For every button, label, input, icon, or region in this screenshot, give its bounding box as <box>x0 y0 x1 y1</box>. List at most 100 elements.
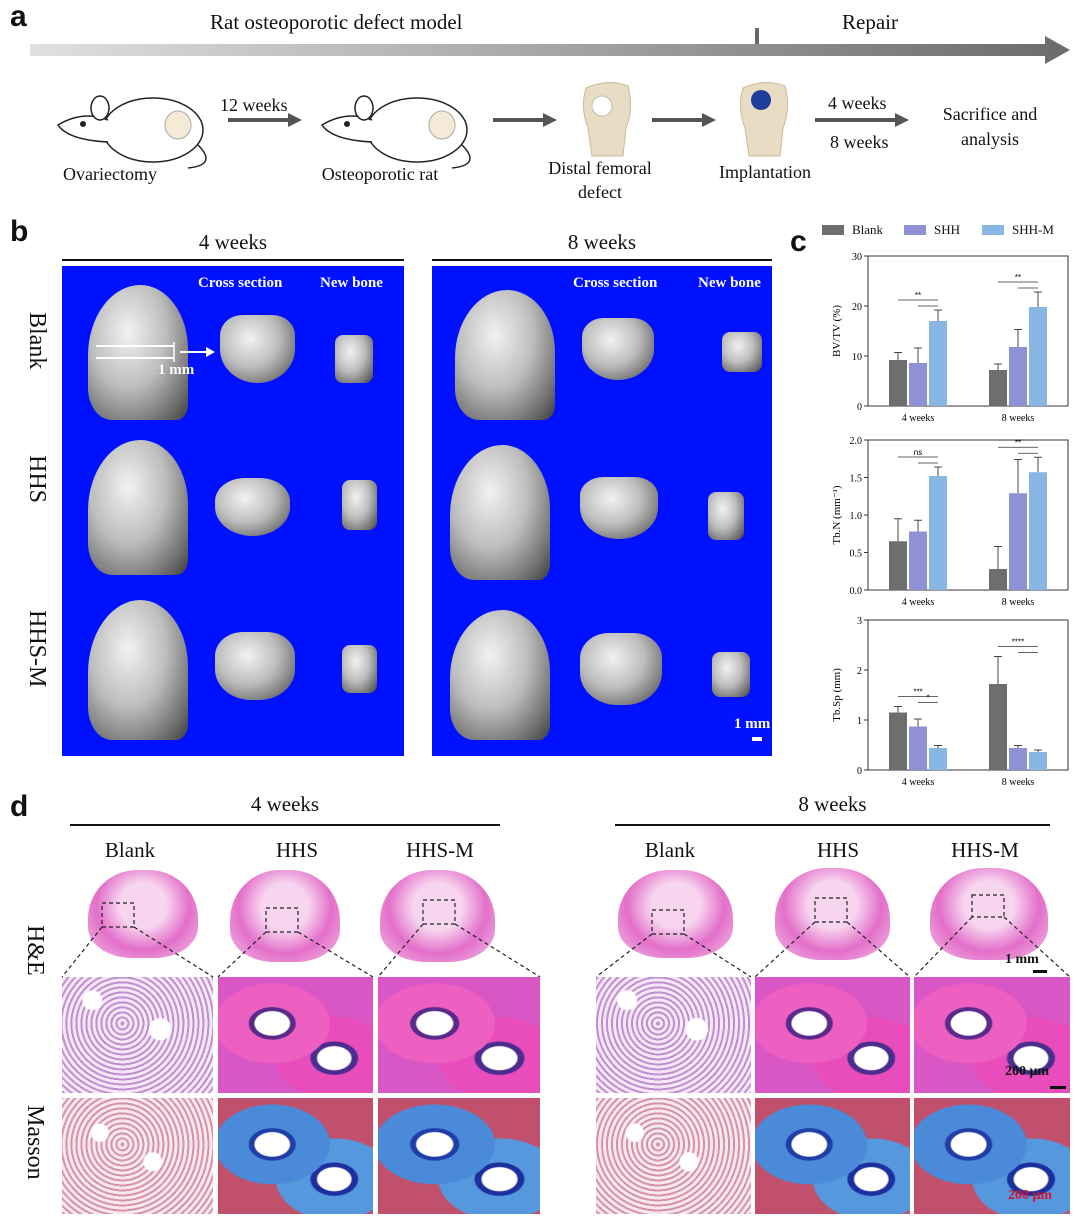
significance-label: **** <box>1012 638 1024 647</box>
scale-he-label: 200 μm <box>1005 1064 1050 1079</box>
marker-1mm-label: 1 mm <box>158 362 195 378</box>
col-header-hhs-m: HHS-M <box>406 838 474 862</box>
bar <box>1009 493 1027 590</box>
y-tick-label: 0.5 <box>850 549 863 560</box>
masson-image-blank-4w <box>62 1098 213 1214</box>
arrow-12-weeks-label: 12 weeks <box>220 95 288 115</box>
bar <box>1009 347 1027 406</box>
femur-3d-image <box>455 290 555 420</box>
step-distal-femoral-defect: Distal femoral defect <box>548 158 652 202</box>
he-image-blank-4w <box>62 977 213 1093</box>
legend-swatch-shh <box>904 225 926 235</box>
plot-frame <box>867 619 1069 771</box>
significance-label: ** <box>915 291 921 300</box>
legend-swatch-shh-m <box>982 225 1004 235</box>
y-tick-label: 2.0 <box>850 436 863 447</box>
scale-bar <box>1050 1086 1066 1089</box>
col-header-hhs: HHS <box>816 838 859 862</box>
y-axis-label: BV/TV (%) <box>831 305 843 357</box>
masson-image-hhs-m-8w <box>914 1098 1070 1214</box>
significance-label: ns <box>914 448 922 457</box>
panel-label-d: d <box>10 790 29 823</box>
bar <box>1009 748 1027 770</box>
new-bone-image <box>335 335 373 383</box>
bar <box>929 321 947 406</box>
y-tick-label: 2 <box>857 666 862 677</box>
scale-bar-label: 1 mm <box>734 716 771 732</box>
cross-section-image <box>580 633 662 705</box>
timeline-left-label: Rat osteoporotic defect model <box>210 10 463 34</box>
y-tick-label: 30 <box>852 252 862 263</box>
arrow-icon <box>493 113 557 127</box>
masson-image-hhs-8w <box>755 1098 910 1214</box>
panel-label-c: c <box>790 225 807 258</box>
new-bone-image <box>708 492 744 540</box>
new-bone-image <box>342 645 377 693</box>
section-marker <box>96 342 215 362</box>
masson-image-blank-8w <box>596 1098 751 1214</box>
col-header-cross-section: Cross section <box>573 275 658 291</box>
y-axis-label: Tb.Sp (mm) <box>831 668 843 722</box>
x-tick-label: 8 weeks <box>1002 597 1035 608</box>
col-header-new-bone: New bone <box>320 275 383 291</box>
bar <box>989 370 1007 406</box>
panel-label-b: b <box>10 215 29 248</box>
divider <box>615 824 1050 826</box>
femur-3d-image <box>88 440 188 575</box>
scale-bar <box>1033 970 1047 973</box>
y-tick-label: 3 <box>857 616 862 627</box>
he-image-hhs-8w <box>755 977 910 1093</box>
bar <box>929 476 947 590</box>
femur-implant-icon <box>739 82 789 157</box>
col-header-hhs: HHS <box>275 838 318 862</box>
he-section-thumbnail <box>618 870 733 958</box>
significance-label: ** <box>1015 273 1021 282</box>
he-section-thumbnail <box>380 870 495 962</box>
arrow-4-weeks-label: 4 weeks <box>828 93 887 113</box>
timeline-arrow <box>30 28 1070 64</box>
divider <box>432 259 772 261</box>
col-header-blank: Blank <box>644 838 696 862</box>
step-osteoporotic-rat: Osteoporotic rat <box>321 164 439 184</box>
y-tick-label: 1.5 <box>850 474 863 485</box>
new-bone-image <box>342 480 377 530</box>
legend-label-shh: SHH <box>934 222 961 237</box>
significance-label: * <box>926 694 929 703</box>
he-section-thumbnail <box>88 870 198 958</box>
y-tick-label: 1 <box>857 716 862 727</box>
col-header-hhs-m: HHS-M <box>951 838 1019 862</box>
y-tick-label: 10 <box>852 352 862 363</box>
arrow-icon <box>652 113 716 127</box>
step-ovariectomy: Ovariectomy <box>63 164 157 184</box>
scale-1mm-label: 1 mm <box>1005 952 1039 967</box>
divider <box>62 259 404 261</box>
he-image-blank-8w <box>596 977 751 1093</box>
timeline-right-label: Repair <box>842 10 898 34</box>
scale-bar <box>752 737 762 741</box>
legend-label-shh-m: SHH-M <box>1012 222 1054 237</box>
x-tick-label: 4 weeks <box>902 777 935 788</box>
bar <box>889 541 907 590</box>
chart-tb-n: 0.0 0.5 1.0 1.5 2.0 Tb.N (mm⁻¹) 4 weeks 8 weeks… <box>831 436 1069 608</box>
scale-masson-label: 200 μm <box>1008 1188 1053 1203</box>
x-tick-label: 4 weeks <box>902 413 935 424</box>
arrow-8-weeks-label: 8 weeks <box>830 132 889 152</box>
y-tick-label: 0.0 <box>850 586 863 597</box>
bar <box>989 684 1007 770</box>
significance-label: ** <box>1015 438 1021 447</box>
femur-defect-icon <box>582 82 632 157</box>
bar <box>1029 752 1047 770</box>
cross-section-image <box>215 478 290 536</box>
bar <box>1029 307 1047 406</box>
y-tick-label: 1.0 <box>850 511 863 522</box>
bar <box>1029 472 1047 590</box>
he-section-thumbnail <box>930 868 1048 960</box>
he-section-thumbnail <box>230 870 340 962</box>
bar <box>909 363 927 406</box>
he-image-hhs-m-4w <box>378 977 540 1093</box>
femur-3d-image <box>450 445 550 580</box>
step-sacrifice-analysis: Sacrifice and analysis <box>942 104 1038 149</box>
chart-legend: Blank SHH SHH-M <box>822 222 1077 240</box>
